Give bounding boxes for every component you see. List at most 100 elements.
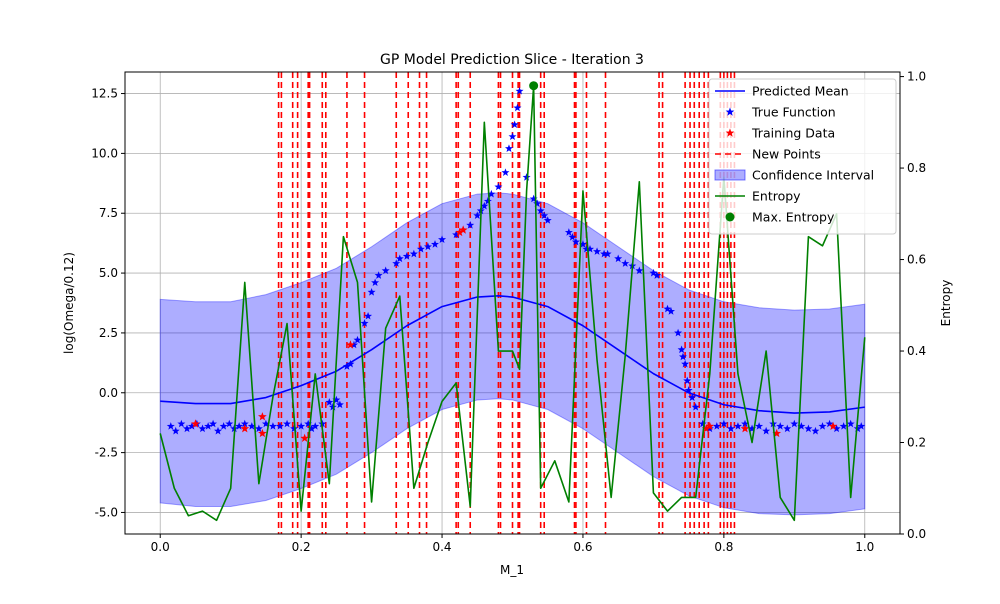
true-function-point	[832, 424, 841, 433]
true-function-point	[677, 345, 686, 354]
true-function-point	[332, 395, 341, 404]
true-function-point	[797, 422, 806, 430]
true-function-point	[381, 266, 390, 275]
true-function-point	[346, 359, 355, 368]
legend-handle-patch	[714, 169, 746, 181]
legend-label: Entropy	[752, 189, 801, 204]
y2-tick-label: 0.6	[907, 253, 926, 267]
y-axis-label: log(Omega/0.12)	[62, 252, 76, 354]
x-tick-label: 0.8	[714, 540, 733, 554]
true-function-point	[342, 362, 351, 370]
y2-tick-label: 1.0	[907, 70, 926, 84]
true-function-point	[698, 419, 707, 428]
legend-handle-star	[725, 128, 735, 137]
true-function-point	[568, 232, 577, 241]
predicted-mean-line	[160, 295, 865, 414]
plot-area	[159, 72, 866, 534]
true-function-point	[171, 426, 180, 435]
true-function-point	[571, 237, 580, 246]
true-function-point	[603, 249, 612, 258]
true-function-point	[593, 247, 602, 255]
true-function-point	[818, 422, 827, 430]
true-function-point	[684, 386, 693, 394]
axes-frame	[124, 71, 901, 535]
legend-box	[708, 78, 897, 235]
true-function-point	[846, 419, 855, 428]
y-tick-label: -5.0	[95, 505, 118, 519]
true-function-point	[536, 206, 545, 215]
training-data-point	[772, 428, 782, 438]
true-function-point	[374, 271, 383, 279]
y-tick-label: 10.0	[91, 146, 118, 160]
true-function-point	[402, 252, 411, 260]
true-function-point	[508, 132, 517, 141]
true-function-point	[621, 259, 630, 267]
true-function-point	[283, 419, 292, 428]
true-function-point	[307, 424, 316, 433]
true-function-point	[276, 422, 284, 430]
true-function-point	[254, 424, 263, 433]
true-function-point	[857, 422, 866, 430]
true-function-point	[515, 86, 524, 95]
x-tick-label: 0.0	[151, 540, 170, 554]
true-function-point	[501, 168, 510, 176]
y2-tick-label: 0.4	[907, 344, 926, 358]
true-function-point	[360, 319, 369, 327]
training-data-point	[740, 424, 750, 433]
true-function-point	[364, 311, 373, 320]
true-function-point	[225, 419, 234, 428]
true-function-point	[335, 400, 344, 409]
true-function-point	[483, 197, 492, 205]
true-function-point	[614, 254, 623, 263]
x-tick-label: 1.0	[855, 540, 874, 554]
true-function-point	[371, 278, 380, 287]
true-function-point	[762, 426, 771, 435]
true-function-point	[349, 340, 358, 349]
true-function-point	[741, 419, 749, 428]
true-function-point	[431, 240, 439, 248]
true-function-point	[578, 240, 587, 248]
true-function-point	[804, 424, 813, 433]
true-function-point	[423, 242, 432, 251]
true-function-point	[240, 419, 249, 428]
y2-tick-label: 0.0	[907, 527, 926, 541]
true-function-point	[667, 307, 676, 315]
legend: Predicted Mean True Function Training Data…	[708, 78, 897, 235]
true-function-point	[712, 422, 721, 430]
true-function-point	[522, 173, 531, 181]
true-function-point	[776, 422, 785, 430]
true-function-point	[691, 402, 700, 411]
true-function-point	[416, 244, 425, 253]
x-tick-label: 0.6	[573, 540, 592, 554]
true-function-point	[204, 422, 213, 430]
true-function-point	[438, 235, 447, 243]
true-function-point	[297, 422, 306, 430]
true-function-point	[261, 419, 270, 428]
training-data-point	[701, 424, 711, 433]
true-function-point	[688, 393, 697, 401]
true-function-point	[839, 422, 848, 430]
true-function-point	[395, 254, 404, 263]
training-data-point	[828, 421, 838, 430]
true-function-point	[533, 199, 542, 208]
true-function-point	[811, 426, 820, 435]
x-axis-label: M_1	[500, 563, 524, 577]
legend-handle-star	[725, 107, 735, 116]
legend-label: True Function	[751, 105, 836, 120]
true-function-point	[325, 398, 334, 406]
true-function-point	[748, 424, 757, 433]
true-function-point	[235, 422, 244, 430]
training-data-point	[455, 227, 465, 237]
true-function-point	[473, 211, 482, 220]
y-tick-label: 2.5	[99, 326, 118, 340]
x-tick-label: 0.2	[292, 540, 311, 554]
true-function-point	[683, 376, 692, 385]
true-function-point	[733, 422, 742, 430]
training-data-point	[258, 428, 267, 438]
chart-title: GP Model Prediction Slice - Iteration 3	[380, 52, 644, 68]
true-function-point	[513, 103, 522, 112]
y2-tick-label: 0.2	[907, 436, 926, 450]
x-tick-label: 0.4	[432, 540, 451, 554]
